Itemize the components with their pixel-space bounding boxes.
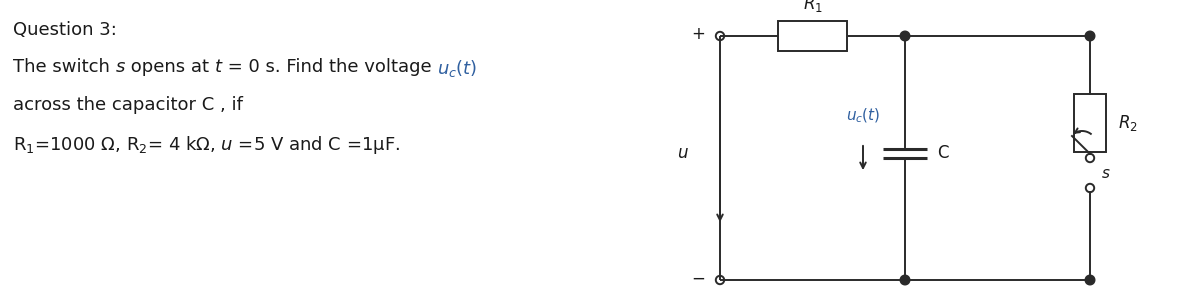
Text: $R_1$: $R_1$ <box>803 0 822 14</box>
Text: across the capacitor C , if: across the capacitor C , if <box>13 96 242 114</box>
Circle shape <box>900 275 910 285</box>
Text: Question 3:: Question 3: <box>13 21 116 39</box>
Bar <box>778 21 847 51</box>
Circle shape <box>1085 31 1094 41</box>
Text: $u_c(t)$: $u_c(t)$ <box>437 58 478 79</box>
Text: R$_1$=1000 Ω, R$_2$= 4 kΩ, $u$ =5 V and C =1μF.: R$_1$=1000 Ω, R$_2$= 4 kΩ, $u$ =5 V and … <box>13 134 400 156</box>
Circle shape <box>900 31 910 41</box>
Text: = 0 s. Find the voltage: = 0 s. Find the voltage <box>222 58 437 76</box>
Text: s: s <box>1102 165 1110 180</box>
Text: u: u <box>677 144 688 162</box>
Text: $R_2$: $R_2$ <box>1118 113 1138 133</box>
Circle shape <box>1085 275 1094 285</box>
Text: The switch: The switch <box>13 58 115 76</box>
Bar <box>1074 94 1106 152</box>
Text: +: + <box>691 25 706 43</box>
Text: t: t <box>215 58 222 76</box>
Text: opens at: opens at <box>125 58 215 76</box>
Text: $u_c(t)$: $u_c(t)$ <box>846 107 881 125</box>
Text: −: − <box>691 270 706 288</box>
Text: s: s <box>115 58 125 76</box>
Text: C: C <box>937 144 948 162</box>
